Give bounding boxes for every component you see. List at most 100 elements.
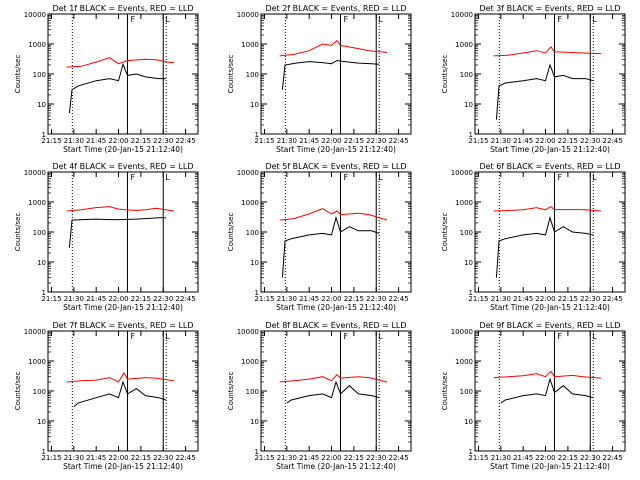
y-tick-label: 100 xyxy=(460,388,473,396)
series-line-events xyxy=(495,63,594,120)
x-tick-label: 22:00 xyxy=(535,295,555,303)
y-tick-label: 100 xyxy=(460,71,473,79)
x-tick-label: 22:45 xyxy=(175,295,195,303)
y-tick-label: 1 xyxy=(469,448,473,456)
vline-flag: L xyxy=(165,173,170,182)
series-line-lld xyxy=(279,208,388,221)
y-tick-label: 10 xyxy=(37,259,46,267)
x-tick-label: 22:00 xyxy=(535,454,555,462)
y-tick-label: 100 xyxy=(33,388,46,396)
y-tick-label: 10 xyxy=(250,418,259,426)
series-line-events xyxy=(500,377,594,404)
vline-flag: F xyxy=(130,15,135,24)
vline-flag: L xyxy=(165,332,170,341)
panel-7: Det 7f BLACK = Events, RED = LLD F L 1 10 100… xyxy=(14,321,199,471)
series-line-lld xyxy=(493,370,602,379)
x-axis-label: Start Time (20-Jan-15 21:12:40) xyxy=(63,145,183,154)
series-line-events xyxy=(281,60,379,90)
x-tick-label: 22:15 xyxy=(344,454,364,462)
y-tick-label: 100 xyxy=(246,229,259,237)
x-axis-label: Start Time (20-Jan-15 21:12:40) xyxy=(276,303,396,312)
y-tick-label: 10 xyxy=(37,418,46,426)
x-tick-label: 22:45 xyxy=(175,454,195,462)
series-line-lld xyxy=(66,371,175,383)
y-tick-label: 1 xyxy=(255,289,259,297)
panel-2: Det 2f BLACK = Events, RED = LLD F L 1 10 100… xyxy=(227,4,412,154)
panel-9: Det 9f BLACK = Events, RED = LLD F L 1 10 100… xyxy=(441,321,626,471)
x-tick-label: 22:15 xyxy=(131,137,151,145)
x-tick-label: 21:15 xyxy=(41,137,61,145)
vline-flag: F xyxy=(343,15,348,24)
vline-flag: F xyxy=(343,332,348,341)
x-tick-label: 21:15 xyxy=(254,137,274,145)
x-tick-label: 21:45 xyxy=(299,295,319,303)
vline-flag: F xyxy=(557,15,562,24)
x-tick-label: 22:15 xyxy=(558,137,578,145)
x-tick-label: 21:30 xyxy=(64,454,84,462)
y-axis-label: Counts/sec xyxy=(14,213,22,252)
plot-frame xyxy=(474,13,626,135)
y-tick-label: 1000 xyxy=(455,199,473,207)
y-tick-label: 10 xyxy=(37,101,46,109)
x-tick-label: 21:15 xyxy=(254,295,274,303)
chart-title: Det 6f BLACK = Events, RED = LLD xyxy=(479,162,620,171)
series-line-lld xyxy=(493,46,602,57)
y-tick-label: 100 xyxy=(246,71,259,79)
x-tick-label: 21:15 xyxy=(41,295,61,303)
x-tick-label: 22:45 xyxy=(602,454,622,462)
x-tick-label: 22:15 xyxy=(344,295,364,303)
x-tick-label: 22:15 xyxy=(344,137,364,145)
y-tick-label: 100 xyxy=(33,71,46,79)
plot-frame xyxy=(260,171,412,293)
x-tick-label: 21:30 xyxy=(277,295,297,303)
y-tick-label: 1 xyxy=(42,289,46,297)
x-tick-label: 21:30 xyxy=(491,137,511,145)
x-tick-label: 21:15 xyxy=(468,295,488,303)
y-axis-label: Counts/sec xyxy=(14,372,22,411)
vline-flag: F xyxy=(130,332,135,341)
x-tick-label: 21:45 xyxy=(513,137,533,145)
series-line-events xyxy=(73,380,167,408)
panel-4: Det 4f BLACK = Events, RED = LLD F L 1 10 100… xyxy=(14,162,199,312)
y-tick-label: 10 xyxy=(250,101,259,109)
y-tick-label: 10000 xyxy=(237,328,259,336)
y-tick-label: 1 xyxy=(42,131,46,139)
x-tick-label: 21:15 xyxy=(468,454,488,462)
x-tick-label: 22:15 xyxy=(558,454,578,462)
x-tick-label: 22:00 xyxy=(321,295,341,303)
x-tick-label: 22:30 xyxy=(366,137,386,145)
x-tick-label: 22:30 xyxy=(366,454,386,462)
x-tick-label: 21:30 xyxy=(64,295,84,303)
y-tick-label: 1 xyxy=(469,289,473,297)
x-tick-label: 22:45 xyxy=(388,137,408,145)
x-axis-label: Start Time (20-Jan-15 21:12:40) xyxy=(63,303,183,312)
vline-flag: L xyxy=(378,15,383,24)
plot-frame xyxy=(474,171,626,293)
vline-flag: F xyxy=(343,173,348,182)
x-tick-label: 21:45 xyxy=(86,454,106,462)
vline-flag: L xyxy=(592,332,597,341)
y-axis-label: Counts/sec xyxy=(441,213,449,252)
panel-1: Det 1f BLACK = Events, RED = LLD F L 1 10 100… xyxy=(14,4,199,154)
y-tick-label: 10 xyxy=(464,418,473,426)
vline-flag: F xyxy=(557,173,562,182)
y-tick-label: 1000 xyxy=(241,41,259,49)
y-tick-label: 10000 xyxy=(24,169,46,177)
x-tick-label: 21:15 xyxy=(254,454,274,462)
x-tick-label: 22:30 xyxy=(580,137,600,145)
x-tick-label: 21:30 xyxy=(277,137,297,145)
panel-8: Det 8f BLACK = Events, RED = LLD F L 1 10 100… xyxy=(227,321,412,471)
x-tick-label: 21:30 xyxy=(64,137,84,145)
panel-3: Det 3f BLACK = Events, RED = LLD F L 1 10 100… xyxy=(441,4,626,154)
x-tick-label: 22:00 xyxy=(321,454,341,462)
x-tick-label: 22:00 xyxy=(108,295,128,303)
chart-title: Det 5f BLACK = Events, RED = LLD xyxy=(265,162,406,171)
x-axis-label: Start Time (20-Jan-15 21:12:40) xyxy=(63,462,183,471)
y-tick-label: 1000 xyxy=(241,199,259,207)
x-tick-label: 21:45 xyxy=(86,295,106,303)
x-tick-label: 22:30 xyxy=(580,295,600,303)
y-tick-label: 10 xyxy=(464,101,473,109)
series-line-events xyxy=(286,380,380,404)
y-tick-label: 10000 xyxy=(451,328,473,336)
